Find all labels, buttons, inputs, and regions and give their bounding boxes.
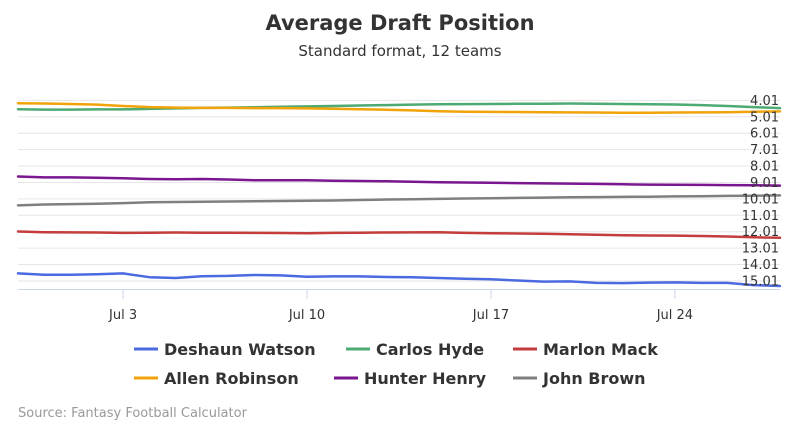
legend-label-carlos-hyde: Carlos Hyde <box>376 340 484 359</box>
chart-title: Average Draft Position <box>265 11 534 35</box>
y-tick-label: 4.01 <box>750 94 779 109</box>
series-line-hunter-henry <box>16 175 782 187</box>
y-tick-label: 6.01 <box>750 127 779 142</box>
legend-label-deshaun-watson: Deshaun Watson <box>164 340 316 359</box>
legend-label-hunter-henry: Hunter Henry <box>364 369 487 388</box>
y-tick-label: 12.01 <box>742 225 779 240</box>
x-tick-label: Jul 3 <box>108 308 137 323</box>
legend-label-john-brown: John Brown <box>542 369 646 388</box>
x-tick-label: Jul 24 <box>656 308 693 323</box>
series-line-john-brown <box>16 194 782 207</box>
y-tick-label: 13.01 <box>742 242 779 257</box>
y-tick-label: 14.01 <box>742 258 779 273</box>
x-tick-label: Jul 10 <box>288 308 325 323</box>
y-tick-label: 5.01 <box>750 110 779 125</box>
y-tick-label: 8.01 <box>750 160 779 175</box>
y-tick-label: 9.01 <box>750 176 779 191</box>
y-tick-label: 11.01 <box>742 209 779 224</box>
gridlines <box>18 99 780 282</box>
series-lines <box>16 101 782 288</box>
chart-credit: Source: Fantasy Football Calculator <box>18 406 248 421</box>
legend-label-marlon-mack: Marlon Mack <box>543 340 658 359</box>
y-tick-label: 7.01 <box>750 143 779 158</box>
chart-subtitle: Standard format, 12 teams <box>298 42 501 60</box>
series-line-allen-robinson <box>16 101 782 114</box>
legend-label-allen-robinson: Allen Robinson <box>164 369 299 388</box>
series-line-deshaun-watson <box>16 272 782 288</box>
series-line-carlos-hyde <box>16 102 782 111</box>
y-tick-label: 15.01 <box>742 274 779 289</box>
series-line-marlon-mack <box>16 230 782 240</box>
x-tick-label: Jul 17 <box>472 308 509 323</box>
y-tick-label: 10.01 <box>742 192 779 207</box>
legend: Deshaun Watson Carlos Hyde Marlon Mack Alle… <box>134 340 658 388</box>
